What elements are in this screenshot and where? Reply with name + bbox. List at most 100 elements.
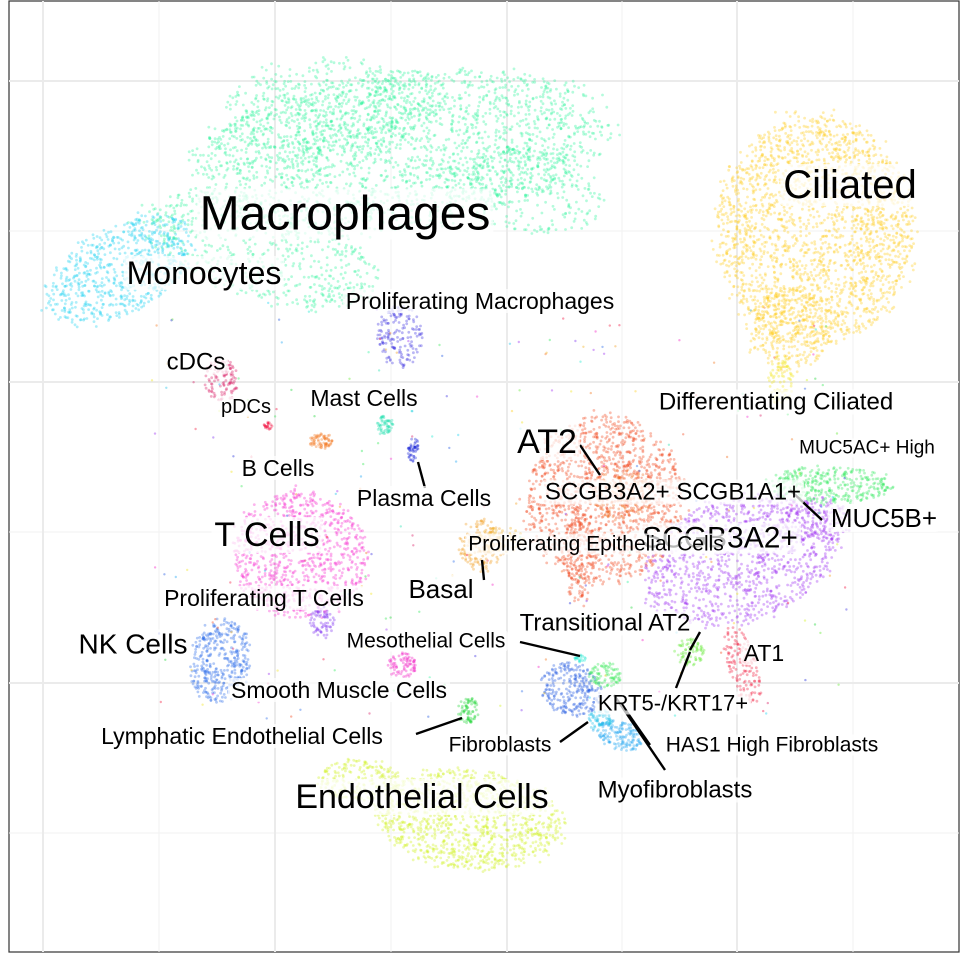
data-point [398,170,402,174]
data-point [295,612,299,615]
data-point [366,137,370,141]
data-point [266,121,270,125]
data-point [385,121,389,125]
data-point [500,80,504,83]
data-point [336,87,340,91]
data-point [504,189,508,193]
data-point [89,251,93,255]
data-point [469,157,472,161]
data-point [59,316,62,319]
data-point [466,73,470,77]
data-point [75,314,79,318]
data-point [541,93,545,96]
data-point [297,146,300,150]
data-point [592,151,596,155]
data-point [538,186,542,189]
data-point [413,159,417,163]
data-point [368,67,372,70]
data-point [388,161,392,165]
data-point [358,160,361,164]
data-point [562,167,566,171]
data-point [308,146,312,150]
data-point [288,247,292,251]
data-point [414,347,418,351]
data-point [281,99,284,103]
data-point [443,95,447,99]
data-point [355,145,359,149]
data-point [542,230,546,234]
data-point [341,101,344,105]
data-point [330,144,334,148]
data-point [414,456,417,460]
data-point [385,356,389,360]
data-point [485,79,489,83]
data-point [335,99,339,103]
data-point [453,141,457,145]
data-point [575,163,579,167]
data-point [234,103,238,106]
data-point [278,89,282,92]
data-point [393,77,397,80]
data-point [530,187,534,191]
data-point [401,337,405,341]
data-point [478,156,482,160]
data-point [318,284,321,287]
data-point [524,131,528,135]
data-point [594,137,597,141]
data-point [314,171,318,175]
data-point [282,143,285,147]
data-point [313,441,317,445]
data-point [115,257,119,261]
data-point [499,195,503,199]
data-point [437,92,440,96]
data-point [571,109,575,113]
data-point [390,121,394,125]
data-point [379,416,382,420]
data-point [395,108,398,111]
data-point [325,113,328,117]
data-point [554,173,558,177]
data-point [312,305,316,309]
data-point [517,111,520,115]
data-point [357,269,360,272]
data-point [323,115,327,118]
data-point [389,77,393,80]
data-point [403,170,407,174]
data-point [161,219,165,222]
data-point [551,156,555,160]
data-point [112,236,116,240]
data-point [141,228,145,232]
data-point [238,135,242,138]
data-point [424,75,428,79]
data-point [240,148,244,152]
data-point [186,212,190,216]
data-point [67,293,70,297]
data-point [379,138,383,142]
data-point [533,108,537,112]
data-point [229,367,233,370]
data-point [389,358,392,361]
data-point [280,175,283,179]
data-point [374,106,378,110]
data-point [333,128,336,132]
data-point [402,87,406,91]
data-point [417,165,420,169]
data-point [153,207,157,211]
data-point [85,275,89,278]
data-point [460,68,463,72]
data-point [45,306,48,310]
data-point [466,176,470,180]
data-point [503,203,507,207]
data-point [427,113,430,117]
data-point [328,507,331,511]
data-point [478,75,481,79]
data-point [266,153,270,157]
data-point [503,73,506,76]
data-point [521,79,525,83]
data-point [329,60,333,64]
data-point [403,168,406,172]
data-point [222,130,226,133]
data-point [282,82,286,86]
data-point [510,141,514,144]
data-point [505,112,509,116]
